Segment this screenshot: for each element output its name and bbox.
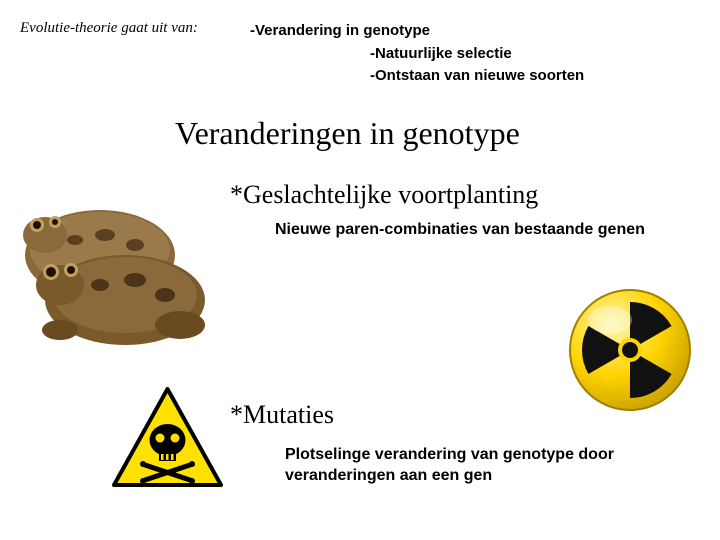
frogs-image xyxy=(5,180,230,355)
section1-desc: Nieuwe paren-combinaties van bestaande g… xyxy=(275,220,655,241)
toxic-hazard-icon xyxy=(110,385,225,490)
header-bullets: -Verandering in genotype -Natuurlijke se… xyxy=(250,20,584,88)
section1-heading: *Geslachtelijke voortplanting xyxy=(230,180,538,210)
bullet-3: -Ontstaan van nieuwe soorten xyxy=(370,65,584,88)
page-title: Veranderingen in genotype xyxy=(175,115,520,152)
section2-desc: Plotselinge verandering van genotype doo… xyxy=(285,445,645,487)
bullet-2: -Natuurlijke selectie xyxy=(370,43,584,66)
bullet-1: -Verandering in genotype xyxy=(250,20,584,43)
section2-heading: *Mutaties xyxy=(230,400,334,430)
intro-text: Evolutie-theorie gaat uit van: xyxy=(20,20,250,88)
radiation-icon xyxy=(565,285,695,415)
